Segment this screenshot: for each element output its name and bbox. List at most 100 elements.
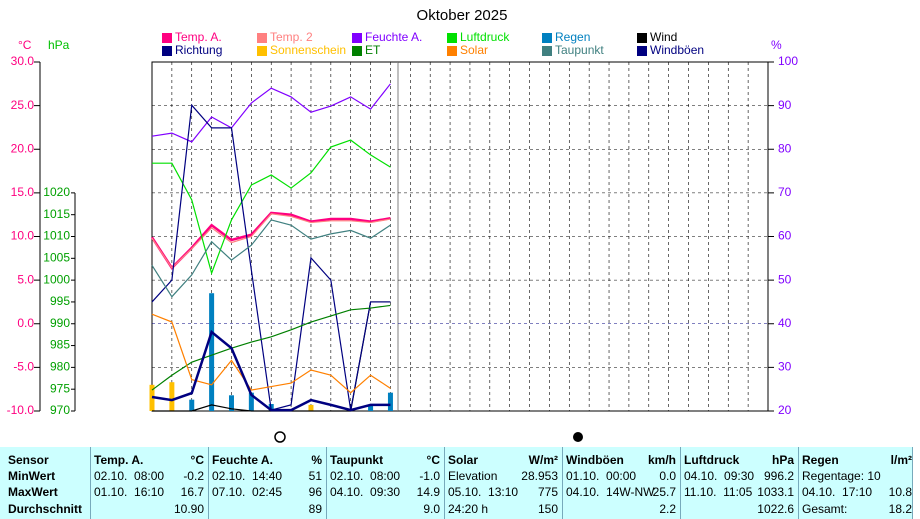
y-tick-label: 20.0 bbox=[11, 141, 35, 155]
moon-new bbox=[573, 432, 583, 442]
cell-value: 89 bbox=[308, 502, 322, 516]
cell-label: 24:20 h bbox=[448, 502, 489, 516]
legend-label: Taupunkt bbox=[555, 43, 604, 57]
row-label: Durchschnitt bbox=[8, 502, 83, 516]
cell-value: 1033.1 bbox=[757, 485, 794, 499]
cell-value: 150 bbox=[537, 502, 558, 516]
group-name: Feuchte A. bbox=[212, 453, 273, 467]
bar bbox=[368, 405, 374, 411]
y-tick-label: 30.0 bbox=[11, 54, 35, 68]
bar bbox=[248, 392, 254, 411]
y3-tick-label: 1010 bbox=[43, 229, 70, 243]
group-name: Windböen bbox=[566, 453, 624, 467]
cell-value: 2.2 bbox=[659, 502, 676, 516]
cell-value: 10.90 bbox=[173, 502, 204, 516]
series-line bbox=[151, 213, 391, 269]
y-tick-label: 15.0 bbox=[11, 185, 35, 199]
cell-value: -1.0 bbox=[419, 469, 440, 483]
cell-label: Regentage: 10 bbox=[802, 469, 881, 483]
cell-value: 1022.6 bbox=[757, 502, 794, 516]
cell-label: 02.10. 08:00 bbox=[330, 469, 401, 483]
col-sep bbox=[208, 447, 209, 519]
group-name: Luftdruck bbox=[684, 453, 740, 467]
cell-value: 51 bbox=[308, 469, 322, 483]
legend-swatch bbox=[637, 33, 647, 43]
y2-tick-label: 60 bbox=[778, 229, 792, 243]
col-sep bbox=[444, 447, 445, 519]
group-name: Taupunkt bbox=[330, 453, 384, 467]
legend-label: Richtung bbox=[175, 43, 222, 57]
series-line bbox=[151, 329, 391, 412]
group-name: Regen bbox=[802, 453, 839, 467]
y2-tick-label: 90 bbox=[778, 98, 792, 112]
bar bbox=[228, 395, 234, 411]
y-tick-label: 0.0 bbox=[17, 316, 34, 330]
row-label: Sensor bbox=[8, 453, 49, 467]
cell-label: 04.10. 14W-NW bbox=[566, 485, 655, 499]
series-line bbox=[151, 219, 391, 298]
legend-swatch bbox=[447, 46, 457, 56]
legend-swatch bbox=[162, 33, 172, 43]
cell-label: 05.10. 13:10 bbox=[448, 485, 519, 499]
summary-table: Sensor MinWert MaxWert Durchschnitt Temp. A.… bbox=[0, 447, 913, 519]
legend-swatch bbox=[352, 33, 362, 43]
y-tick-label: -10.0 bbox=[7, 403, 35, 417]
col-sep bbox=[912, 447, 913, 519]
y2-axis-label: % bbox=[771, 38, 782, 52]
group-unit: km/h bbox=[647, 453, 676, 467]
cell-value: 25.7 bbox=[652, 485, 676, 499]
y2-tick-label: 50 bbox=[778, 272, 792, 286]
cell-value: -0.2 bbox=[183, 469, 204, 483]
legend-swatch bbox=[637, 46, 647, 56]
col-sep bbox=[680, 447, 681, 519]
moon-full bbox=[274, 431, 286, 443]
y2-tick-label: 30 bbox=[778, 360, 792, 374]
y-tick-label: 5.0 bbox=[17, 272, 34, 286]
y2-tick-label: 80 bbox=[778, 141, 792, 155]
cell-label: 04.10. 09:30 bbox=[684, 469, 755, 483]
cell-label: 07.10. 02:45 bbox=[212, 485, 283, 499]
cell-value: 28.953 bbox=[521, 469, 558, 483]
legend-label: Temp. A. bbox=[175, 30, 222, 44]
legend-swatch bbox=[162, 46, 172, 56]
y3-tick-label: 1000 bbox=[43, 272, 70, 286]
bar bbox=[209, 293, 215, 411]
y-tick-label: 10.0 bbox=[11, 229, 35, 243]
group-unit: °C bbox=[426, 453, 440, 467]
cell-label: Elevation bbox=[448, 469, 498, 483]
legend-swatch bbox=[447, 33, 457, 43]
group-name: Solar bbox=[448, 453, 479, 467]
y3-tick-label: 970 bbox=[50, 403, 70, 417]
cell-value: 16.7 bbox=[180, 485, 204, 499]
y2-tick-label: 70 bbox=[778, 185, 792, 199]
series-line bbox=[150, 211, 391, 270]
y3-tick-label: 1020 bbox=[43, 185, 70, 199]
y-axis-label: °C bbox=[18, 38, 32, 52]
row-label: MaxWert bbox=[8, 485, 58, 499]
group-name: Temp. A. bbox=[94, 453, 144, 467]
bar bbox=[189, 399, 195, 411]
bar bbox=[308, 404, 314, 411]
legend-label: Solar bbox=[460, 43, 488, 57]
legend-swatch bbox=[542, 33, 552, 43]
series-line bbox=[151, 83, 391, 143]
cell-label: 04.10. 09:30 bbox=[330, 485, 401, 499]
cell-label: 04.10. 17:10 bbox=[802, 485, 873, 499]
bar bbox=[387, 392, 393, 411]
cell-value: 96 bbox=[308, 485, 322, 499]
group-unit: hPa bbox=[771, 453, 794, 467]
legend-swatch bbox=[352, 46, 362, 56]
legend-swatch bbox=[257, 46, 267, 56]
group-unit: % bbox=[311, 453, 322, 467]
y3-tick-label: 980 bbox=[50, 360, 70, 374]
bar bbox=[169, 382, 175, 411]
legend-label: Luftdruck bbox=[460, 30, 510, 44]
col-sep bbox=[90, 447, 91, 519]
cell-label: 02.10. 08:00 bbox=[94, 469, 165, 483]
legend-label: ET bbox=[365, 43, 381, 57]
cell-label: 02.10. 14:40 bbox=[212, 469, 283, 483]
legend-label: Wind bbox=[650, 30, 677, 44]
cell-value: 14.9 bbox=[416, 485, 440, 499]
col-sep bbox=[798, 447, 799, 519]
